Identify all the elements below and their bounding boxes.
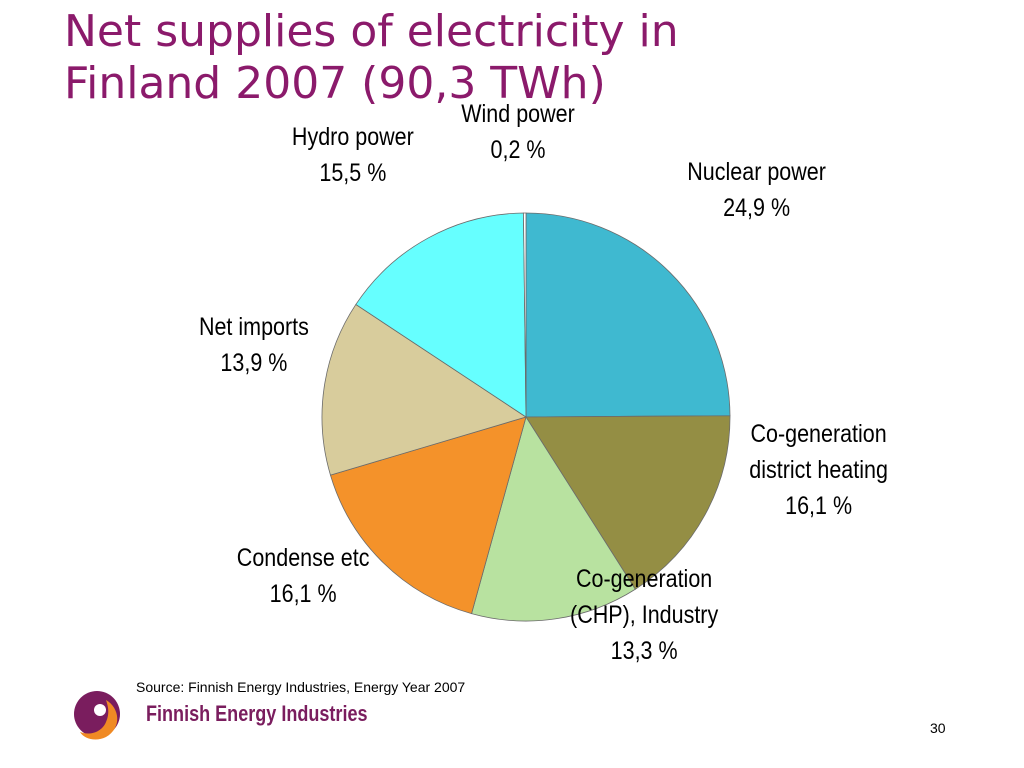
slice-label-name: Condense etc <box>236 544 370 572</box>
slice-label-value: 16,1 % <box>784 492 852 520</box>
slice-label-value: 15,5 % <box>319 159 387 187</box>
slice-label: Wind power 0,2 % <box>461 96 575 168</box>
slice-label-name: Wind power <box>461 100 575 128</box>
slice-label-name: Hydro power <box>291 123 414 151</box>
slice-label-value: 24,9 % <box>722 194 790 222</box>
slice-label-value: 13,3 % <box>610 637 678 665</box>
pie-slice-hydro-power <box>355 212 527 418</box>
company-logo <box>74 691 120 740</box>
pie-slice-co-generation-chp-industry <box>471 416 636 622</box>
slide-title: Net supplies of electricity in Finland 2… <box>64 6 964 110</box>
slice-label-name: (CHP), Industry <box>570 601 719 629</box>
pie-slice-co-generation-district-heating <box>525 415 731 590</box>
slice-label-name: Co-generation <box>575 565 713 593</box>
logo-swoosh <box>80 700 118 740</box>
slice-label: Condense etc 16,1 % <box>237 540 370 612</box>
slice-label-value: 16,1 % <box>269 580 337 608</box>
slide-title-line-1: Net supplies of electricity in <box>64 6 679 57</box>
slice-label-value: 13,9 % <box>220 349 288 377</box>
page-number: 30 <box>930 720 946 736</box>
slice-label-name: Co-generation <box>749 420 887 448</box>
slice-label-name: Net imports <box>198 313 309 341</box>
slice-label: Hydro power 15,5 % <box>292 119 414 191</box>
pie-slice-condense-etc <box>329 416 527 615</box>
slice-label: Co-generation (CHP), Industry 13,3 % <box>570 561 718 669</box>
pie-slice-nuclear-power <box>525 212 731 418</box>
source-note: Source: Finnish Energy Industries, Energ… <box>136 679 466 695</box>
slide-title-line-2: Finland 2007 (90,3 TWh) <box>64 58 606 109</box>
logo-dot <box>94 704 106 716</box>
slice-label: Nuclear power 24,9 % <box>687 154 826 226</box>
slice-label-value: 0,2 % <box>490 136 546 164</box>
brand-name: Finnish Energy Industries <box>146 701 368 726</box>
slice-label: Net imports 13,9 % <box>199 309 309 381</box>
pie-slice-net-imports <box>321 303 527 476</box>
slice-label-name: Nuclear power <box>686 158 826 186</box>
slice-label-name: district heating <box>748 456 888 484</box>
slice-label: Co-generation district heating 16,1 % <box>749 416 888 524</box>
pie-slice-wind-power <box>523 212 527 418</box>
